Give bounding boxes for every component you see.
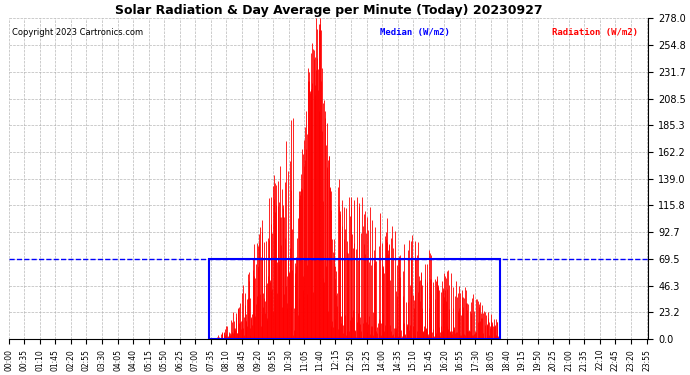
- Bar: [208, 259, 500, 339]
- Text: Copyright 2023 Cartronics.com: Copyright 2023 Cartronics.com: [12, 28, 143, 37]
- Text: Median (W/m2): Median (W/m2): [380, 28, 450, 37]
- Title: Solar Radiation & Day Average per Minute (Today) 20230927: Solar Radiation & Day Average per Minute…: [115, 4, 542, 17]
- Text: Radiation (W/m2): Radiation (W/m2): [553, 28, 638, 37]
